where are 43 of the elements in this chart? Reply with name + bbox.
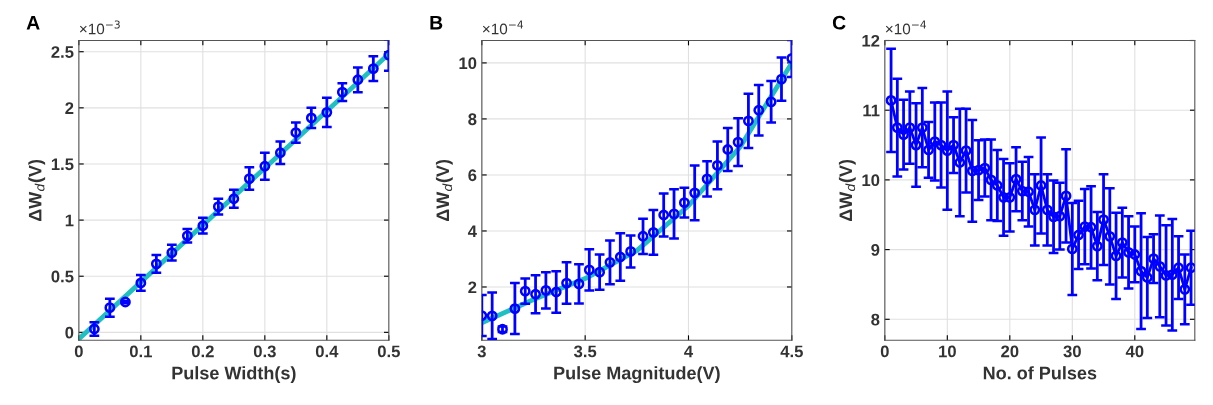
x-tick-label: 30 <box>1063 345 1081 358</box>
y-tick-label: 12 <box>862 34 880 47</box>
x-tick-label: 4.5 <box>780 345 803 358</box>
y-axis-title: ΔW$_{d}$(V) <box>435 159 453 222</box>
x-tick-label: 0.1 <box>129 345 152 358</box>
y-tick-label: 2 <box>65 102 74 114</box>
x-tick-label: 3 <box>477 345 486 358</box>
x-tick-label: 3.5 <box>573 345 597 358</box>
y-axis-title: ΔW$_{d}$(V) <box>838 159 856 222</box>
y-tick-label: 8 <box>468 113 477 126</box>
x-axis-title: No. of Pulses <box>983 366 1097 380</box>
y-tick-label: 4 <box>467 225 477 237</box>
y-tick-label: 0.5 <box>51 270 74 283</box>
x-tick-label: 10 <box>939 345 956 358</box>
text: ×10$^{−4}$ <box>885 20 927 35</box>
chart-title: C <box>832 15 846 30</box>
text: ×10$^{−4}$ <box>482 20 524 35</box>
y-tick-label: 1 <box>65 214 74 227</box>
y-tick-label: 11 <box>863 104 880 117</box>
y-tick-label: 6 <box>468 169 477 182</box>
x-tick-label: 0.2 <box>191 345 214 358</box>
chart-title: A <box>26 16 40 30</box>
x-tick-label: 20 <box>1001 345 1019 358</box>
x-tick-label: 4 <box>684 345 694 358</box>
y-tick-label: 1.5 <box>51 158 74 171</box>
y-tick-label: 2.5 <box>51 46 74 58</box>
x-tick-label: 0.4 <box>315 345 339 358</box>
x-tick-label: 0.3 <box>253 345 276 358</box>
y-tick-label: 2 <box>468 281 477 294</box>
y-axis-title: ΔW$_{d}$(V) <box>28 159 46 222</box>
y-tick-label: 10 <box>459 57 477 70</box>
y-tick-label: 10 <box>862 174 880 187</box>
x-tick-label: 40 <box>1125 345 1144 358</box>
x-tick-label: 0 <box>74 345 83 358</box>
y-tick-label: 0 <box>65 326 74 339</box>
x-tick-label: 0 <box>880 345 889 358</box>
x-axis-title: Pulse Magnitude(V) <box>554 366 720 384</box>
y-tick-label: 9 <box>871 243 880 256</box>
x-tick-label: 0.5 <box>377 345 400 358</box>
x-axis-title: Pulse Width(s) <box>172 366 296 383</box>
y-tick-label: 8 <box>871 313 880 326</box>
text: ×10$^{−3}$ <box>79 20 120 35</box>
chart-title: B <box>430 16 443 30</box>
